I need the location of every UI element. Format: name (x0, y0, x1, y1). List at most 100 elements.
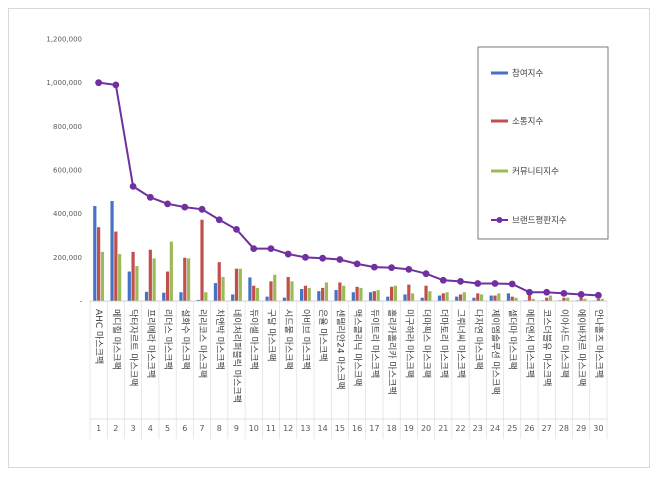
x-category-number: 9 (234, 424, 239, 433)
x-category-label: 구달 마스크팩 (265, 309, 277, 362)
bar-1 (472, 297, 476, 301)
x-category-label: 다자연 마스크팩 (472, 309, 483, 370)
legend-swatch (491, 169, 508, 173)
brand-index-point (543, 288, 551, 296)
brand-index-point (302, 253, 309, 261)
y-tick-label: 1,000,000 (46, 79, 82, 87)
x-category-label: 듀이셀 마스크팩 (248, 309, 259, 370)
brand-index-point (405, 265, 413, 273)
bar-2 (562, 297, 566, 301)
bar-1 (489, 295, 493, 301)
bar-2 (131, 251, 135, 301)
x-category-number: 2 (113, 424, 118, 433)
x-category-label: 코스더블유 마스크팩 (541, 309, 552, 386)
x-category-number: 24 (490, 424, 500, 433)
x-category-label: 센텔리안24 마스크팩 (334, 309, 346, 390)
x-category-number: 17 (369, 424, 379, 433)
bar-2 (424, 285, 428, 301)
x-category-label: 제이엠솔루션 마스크팩 (489, 309, 501, 395)
bar-3 (497, 293, 501, 301)
bar-2 (303, 285, 308, 301)
x-category-number: 16 (352, 424, 362, 433)
bar-2 (510, 296, 514, 301)
bar-series-group (93, 201, 604, 302)
brand-index-point (95, 79, 103, 87)
x-category-label: 셀더마 마스크팩 (507, 309, 518, 370)
bar-3 (324, 282, 329, 301)
bar-1 (231, 294, 235, 301)
x-category-number: 4 (148, 424, 153, 433)
x-category-number: 19 (404, 424, 414, 433)
x-category-label: 더마토리 마스크팩 (438, 309, 449, 378)
bar-1 (368, 292, 373, 301)
bar-1 (179, 292, 183, 301)
x-category-number: 22 (455, 424, 465, 433)
x-category-number: 6 (182, 424, 187, 433)
x-category-number: 11 (266, 424, 276, 433)
x-category-label: 미구하라 마스크팩 (403, 309, 414, 378)
bar-2 (97, 227, 101, 301)
bar-2 (338, 282, 342, 301)
y-tick-label: 800,000 (53, 123, 82, 131)
bar-2 (389, 286, 394, 301)
bar-3 (290, 281, 294, 301)
x-category-label: 그뤼너씨 마스크팩 (455, 309, 467, 378)
legend-box (477, 46, 609, 240)
brand-index-point (474, 280, 482, 287)
bar-2 (200, 219, 204, 301)
bar-3 (204, 292, 208, 301)
x-category-number: 26 (524, 424, 534, 433)
x-category-number: 20 (421, 424, 431, 433)
y-axis: - 200,000 400,000 600,000 800,000 1,000,000 1,… (46, 36, 82, 306)
bar-2 (286, 276, 290, 301)
x-category-number: 23 (473, 424, 483, 433)
x-category-label: 듀이트리 마스크팩 (369, 309, 380, 378)
bar-2 (458, 294, 463, 301)
brand-index-point (491, 280, 499, 287)
line-series-group (95, 79, 602, 299)
x-category-label: 리리코스 마스크팩 (197, 309, 208, 378)
x-category-number: 25 (507, 424, 517, 433)
x-category-number: 14 (318, 424, 328, 433)
x-category-number: 28 (559, 424, 569, 433)
bar-1 (110, 201, 114, 301)
bar-1 (196, 299, 200, 301)
x-category-label: 아비브 마스크팩 (300, 309, 311, 370)
x-category-number: 15 (335, 424, 345, 433)
bar-3 (118, 254, 122, 301)
bar-3 (514, 297, 518, 301)
x-category-label: 시드물 마스크팩 (283, 309, 294, 370)
y-tick-label: 1,200,000 (46, 36, 82, 44)
bar-1 (162, 292, 166, 301)
bar-3 (376, 290, 380, 301)
bar-1 (127, 271, 131, 301)
bar-3 (359, 287, 363, 301)
bar-3 (186, 258, 191, 301)
bar-3 (152, 258, 156, 301)
x-category-label: AHC 마스크팩 (93, 309, 104, 364)
brand-index-point (388, 264, 395, 271)
bar-2 (407, 284, 411, 301)
x-category-label: 리더스 마스크팩 (162, 309, 173, 370)
bar-2 (252, 285, 256, 301)
brand-index-point (164, 200, 171, 208)
bar-2 (165, 271, 170, 301)
x-category-label: 닥터자르트 마스크팩 (128, 309, 139, 386)
x-category-label: 차앤박 마스크팩 (214, 309, 226, 370)
bar-3 (307, 287, 311, 301)
x-category-number: 12 (283, 424, 293, 433)
bar-3 (255, 287, 260, 301)
bar-3 (583, 298, 587, 301)
x-category-label: 은율 마스크팩 (317, 309, 328, 362)
brand-index-point (233, 225, 240, 233)
brand-index-point (129, 182, 137, 190)
y-tick-label: - (79, 298, 82, 306)
x-category-label: 네이처리퍼블릭 마스크팩 (231, 309, 243, 403)
brand-index-point (336, 256, 344, 263)
x-category-label: 홀리카홀리카 마스크팩 (386, 309, 398, 395)
bar-2 (545, 297, 549, 301)
x-category-label: 에이바자르 마스크팩 (576, 309, 587, 386)
bar-2 (321, 287, 325, 301)
legend-label: 참여지수 (512, 68, 543, 79)
